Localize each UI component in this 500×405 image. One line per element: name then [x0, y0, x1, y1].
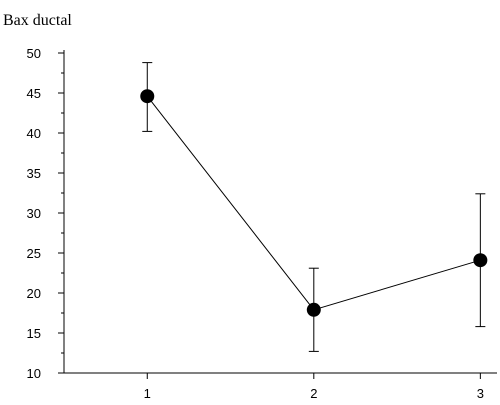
- data-point: [140, 89, 155, 104]
- y-axis-ticks: 10 15 20 25 30 35 40 45 50: [27, 46, 64, 381]
- x-tick-label: 3: [477, 386, 484, 401]
- x-tick-label: 2: [310, 386, 317, 401]
- data-point: [306, 302, 321, 317]
- y-tick-label: 10: [27, 366, 41, 381]
- y-tick-label: 50: [27, 46, 41, 61]
- y-tick-label: 35: [27, 166, 41, 181]
- x-axis-ticks: 1 2 3: [144, 373, 484, 401]
- chart-title: Bax ductal: [3, 12, 72, 29]
- data-point: [473, 253, 488, 268]
- y-tick-label: 40: [27, 126, 41, 141]
- y-tick-label: 25: [27, 246, 41, 261]
- y-tick-label: 20: [27, 286, 41, 301]
- y-tick-label: 45: [27, 86, 41, 101]
- y-tick-label: 15: [27, 326, 41, 341]
- y-tick-label: 30: [27, 206, 41, 221]
- x-tick-label: 1: [144, 386, 151, 401]
- series-group: [140, 62, 488, 352]
